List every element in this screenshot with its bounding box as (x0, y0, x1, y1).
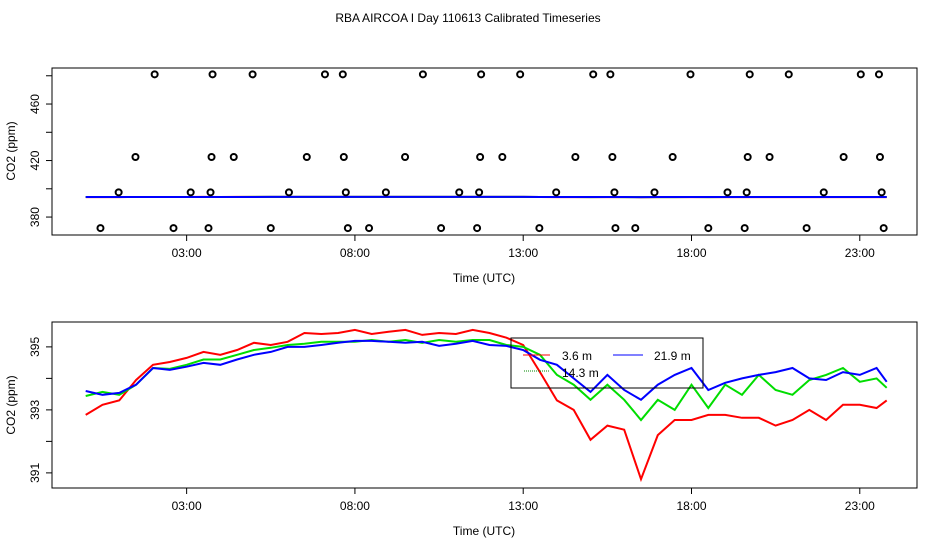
top-scatter-point (477, 154, 483, 160)
top-y-tick-label: 420 (28, 150, 42, 170)
chart-title: RBA AIRCOA I Day 110613 Calibrated Times… (335, 11, 600, 25)
top-x-axis-label: Time (UTC) (453, 271, 515, 285)
top-scatter-point (725, 189, 731, 195)
top-scatter-point (609, 154, 615, 160)
top-scatter-point (478, 71, 484, 77)
top-scatter-point (590, 71, 596, 77)
top-scatter-point (209, 154, 215, 160)
top-scatter-point (879, 189, 885, 195)
top-scatter-point (611, 189, 617, 195)
top-scatter-point (402, 154, 408, 160)
top-scatter-point (286, 189, 292, 195)
top-panel: Time (UTC) CO2 (ppm) 03:00 08:00 13:00 18:0… (4, 68, 917, 285)
top-scatter-point (250, 71, 256, 77)
top-scatter-point (745, 154, 751, 160)
top-scatter-point (687, 71, 693, 77)
top-scatter-point (858, 71, 864, 77)
bottom-panel: Time (UTC) CO2 (ppm) 03:00 08:00 13:00 18:0… (4, 322, 917, 538)
top-scatter-point (171, 225, 177, 231)
top-scatter-point (744, 189, 750, 195)
top-scatter-point (607, 71, 613, 77)
top-x-tick-label: 23:00 (845, 246, 875, 260)
bottom-x-tick-label: 18:00 (676, 499, 706, 513)
bottom-y-tick-label: 395 (28, 337, 42, 357)
top-scatter-point (97, 225, 103, 231)
legend-box (511, 338, 703, 388)
legend-label-3-6m: 3.6 m (562, 349, 592, 363)
top-scatter-point (116, 189, 122, 195)
top-scatter-point (341, 154, 347, 160)
top-scatter-point (841, 154, 847, 160)
bottom-x-tick-label: 23:00 (845, 499, 875, 513)
top-scatter-point (188, 189, 194, 195)
bottom-y-axis-label: CO2 (ppm) (4, 375, 18, 434)
top-scatter-point (804, 225, 810, 231)
top-x-tick-label: 18:00 (676, 246, 706, 260)
top-scatter-point (499, 154, 505, 160)
bottom-x-tick-label: 08:00 (340, 499, 370, 513)
top-scatter-point (705, 225, 711, 231)
bottom-series-line-3-6-m (86, 330, 887, 479)
top-scatter-point (231, 154, 237, 160)
bottom-y-tick-label: 393 (28, 400, 42, 420)
top-scatter-point (821, 189, 827, 195)
top-scatter-point (632, 225, 638, 231)
top-scatter-point (747, 71, 753, 77)
top-scatter-point (345, 225, 351, 231)
top-x-tick-label: 08:00 (340, 246, 370, 260)
top-scatter-point (322, 71, 328, 77)
top-scatter-point (881, 225, 887, 231)
top-scatter-point (438, 225, 444, 231)
top-scatter-point (476, 189, 482, 195)
top-scatter-point (876, 71, 882, 77)
top-scatter-point (670, 154, 676, 160)
top-x-tick-label: 03:00 (172, 246, 202, 260)
bottom-x-axis-label: Time (UTC) (453, 524, 515, 538)
bottom-series-line-21-9-m (86, 341, 887, 400)
top-plot-frame (52, 68, 917, 235)
top-y-tick-label: 380 (28, 207, 42, 227)
top-scatter-point (786, 71, 792, 77)
top-y-axis-label: CO2 (ppm) (4, 121, 18, 180)
top-scatter-point (651, 189, 657, 195)
top-y-tick-label: 460 (28, 94, 42, 114)
top-scatter-point (366, 225, 372, 231)
top-scatter-point (420, 71, 426, 77)
top-x-tick-label: 13:00 (508, 246, 538, 260)
top-scatter-point (152, 71, 158, 77)
top-scatter-point (268, 225, 274, 231)
top-scatter-point (877, 154, 883, 160)
top-scatter-point (383, 189, 389, 195)
top-scatter-point (474, 225, 480, 231)
legend-label-21-9m: 21.9 m (654, 349, 691, 363)
top-scatter-point (208, 189, 214, 195)
top-scatter-point (304, 154, 310, 160)
bottom-plot-frame (52, 322, 917, 488)
legend-label-14-3m: 14.3 m (562, 366, 599, 380)
top-scatter-point (517, 71, 523, 77)
top-scatter-point (536, 225, 542, 231)
top-scatter-point (742, 225, 748, 231)
bottom-x-tick-label: 13:00 (508, 499, 538, 513)
top-scatter-point (132, 154, 138, 160)
top-scatter-point (572, 154, 578, 160)
top-scatter-point (553, 189, 559, 195)
top-scatter-point (456, 189, 462, 195)
top-scatter-point (343, 189, 349, 195)
top-scatter-point (206, 225, 212, 231)
top-scatter-point (612, 225, 618, 231)
bottom-x-tick-label: 03:00 (172, 499, 202, 513)
legend: 3.6 m 21.9 m 14.3 m (511, 338, 703, 388)
bottom-y-tick-label: 391 (28, 463, 42, 483)
top-scatter-point (340, 71, 346, 77)
top-scatter-point (767, 154, 773, 160)
top-scatter-point (210, 71, 216, 77)
